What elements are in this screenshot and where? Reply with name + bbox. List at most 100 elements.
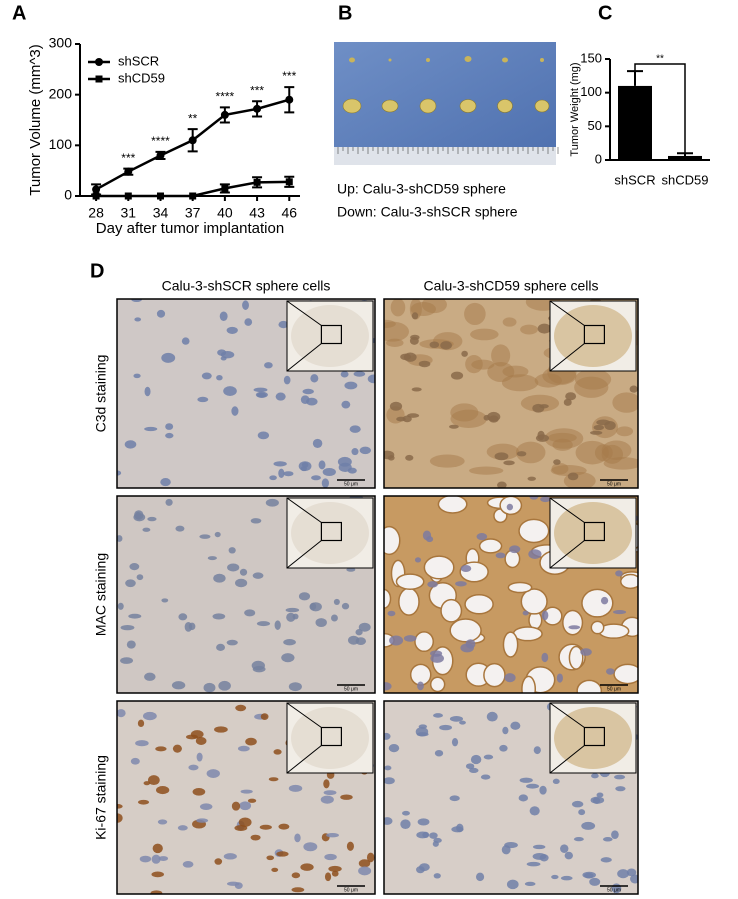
- nucleus: [130, 757, 140, 765]
- nucleus: [326, 833, 339, 838]
- nucleus: [226, 881, 240, 886]
- nucleus: [285, 607, 300, 613]
- y-tick-label: 0: [595, 151, 602, 166]
- nucleus: [126, 640, 136, 649]
- nucleus: [157, 819, 168, 825]
- panel-label: D: [90, 260, 104, 282]
- nucleus: [604, 420, 616, 431]
- nucleus: [120, 624, 135, 631]
- nucleus: [235, 704, 247, 712]
- nucleus: [142, 527, 151, 532]
- nucleus: [152, 843, 163, 854]
- nucleus: [532, 852, 547, 860]
- stain: [574, 376, 609, 398]
- nucleus: [259, 824, 272, 830]
- nucleus: [359, 446, 371, 455]
- stain: [520, 394, 560, 412]
- nucleus: [353, 371, 366, 377]
- inset-lead: [286, 540, 322, 569]
- marker: [188, 136, 197, 145]
- nucleus: [340, 794, 353, 800]
- micrograph-frame: [116, 495, 376, 694]
- inset-box: [583, 521, 606, 542]
- stain: [384, 321, 410, 342]
- nucleus: [244, 318, 253, 326]
- nucleus: [142, 711, 157, 721]
- nucleus: [242, 300, 249, 310]
- nucleus: [171, 681, 186, 690]
- nucleus: [231, 406, 239, 416]
- nucleus: [433, 837, 442, 843]
- nucleus: [509, 545, 521, 554]
- nucleus: [578, 809, 586, 816]
- nucleus: [147, 775, 160, 786]
- nucleus: [537, 323, 552, 334]
- nucleus: [629, 385, 638, 393]
- micrograph: 50 μm: [116, 298, 376, 489]
- nucleus: [323, 779, 330, 789]
- significance: **: [188, 111, 198, 125]
- row-label: MAC staining: [93, 553, 109, 636]
- nucleus: [250, 834, 261, 841]
- nucleus: [537, 430, 545, 441]
- nucleus: [417, 681, 424, 691]
- nucleus: [288, 682, 302, 692]
- stain: [390, 299, 406, 317]
- nucleus: [429, 341, 440, 349]
- nucleus: [551, 874, 559, 880]
- nucleus: [177, 825, 188, 831]
- marker: [221, 184, 229, 192]
- nucleus: [396, 416, 406, 422]
- nucleus: [175, 525, 185, 532]
- nucleus: [351, 448, 359, 456]
- nucleus: [529, 806, 540, 816]
- nucleus: [117, 602, 124, 610]
- nucleus: [147, 516, 157, 522]
- vacuole: [502, 631, 519, 658]
- micrograph-frame: [116, 700, 376, 895]
- nucleus: [212, 613, 226, 620]
- nucleus: [340, 371, 349, 378]
- significance: **: [656, 54, 664, 65]
- inset-box: [583, 324, 606, 345]
- nucleus: [409, 336, 419, 345]
- x-tick-label: 40: [217, 205, 233, 221]
- nucleus: [196, 752, 203, 762]
- nucleus: [311, 475, 321, 481]
- nucleus: [128, 613, 142, 619]
- scale-bar-label: 50 μm: [344, 481, 358, 487]
- nucleus: [504, 841, 518, 849]
- vacuole: [521, 675, 537, 693]
- nucleus: [253, 387, 268, 393]
- x-tick-label: 37: [185, 205, 201, 221]
- nucleus: [592, 797, 601, 804]
- nucleus: [516, 451, 527, 457]
- nucleus: [407, 413, 420, 418]
- nucleus: [283, 471, 294, 477]
- nucleus: [613, 609, 627, 615]
- vacuole: [520, 588, 548, 615]
- nucleus: [411, 312, 419, 320]
- y-tick-label: 50: [588, 118, 602, 133]
- nucleus: [151, 854, 161, 864]
- nucleus: [244, 609, 256, 617]
- nucleus: [532, 844, 546, 850]
- vacuole: [423, 555, 455, 580]
- x-tick-label: shSCR: [614, 172, 655, 187]
- x-tick-label: 31: [121, 205, 137, 221]
- nucleus: [234, 825, 248, 832]
- nucleus: [451, 826, 464, 833]
- inset-lead: [549, 702, 585, 728]
- nucleus: [483, 414, 490, 421]
- scale-bar-label: 50 μm: [607, 481, 621, 487]
- nucleus: [139, 855, 152, 863]
- marker: [285, 95, 294, 104]
- nucleus: [300, 863, 314, 871]
- nucleus: [349, 425, 361, 433]
- micrograph-frame: [116, 298, 376, 489]
- nucleus: [268, 777, 279, 782]
- nucleus: [321, 478, 329, 488]
- nucleus: [582, 871, 596, 879]
- nucleus: [196, 818, 209, 823]
- row-label: C3d staining: [93, 355, 109, 433]
